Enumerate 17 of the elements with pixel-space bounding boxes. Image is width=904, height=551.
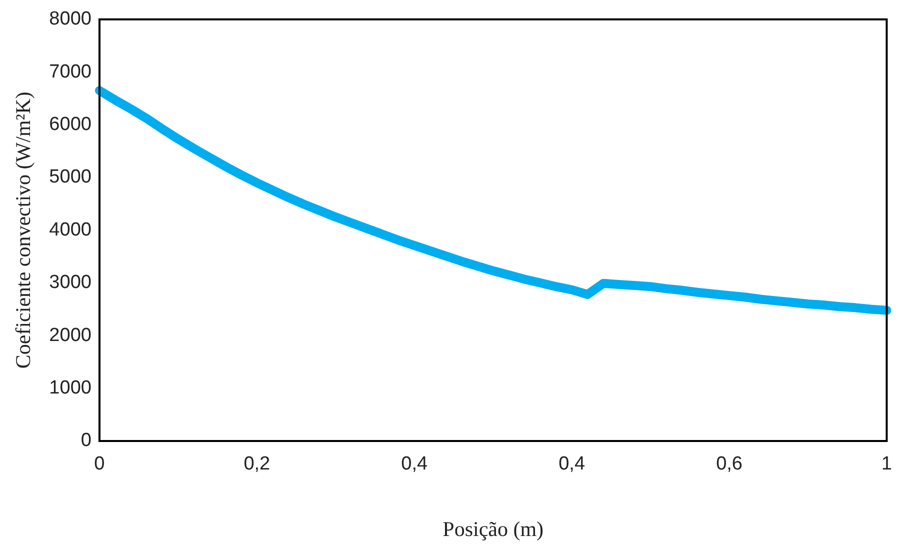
y-tick-label: 6000 — [49, 114, 92, 136]
y-axis-title: Coeficiente convectivo (W/m²K) — [11, 92, 36, 369]
x-tick-label: 0,4 — [558, 454, 586, 475]
x-axis-title: Posição (m) — [442, 516, 544, 541]
y-tick-label: 4000 — [49, 219, 92, 240]
x-tick-label: 1 — [881, 454, 892, 475]
x-tick-label: 0,2 — [244, 454, 270, 475]
y-tick-label: 0 — [80, 430, 92, 452]
x-tick-label: 0,4 — [401, 454, 428, 475]
y-tick-label: 1000 — [49, 378, 92, 399]
y-tick-label: 8000 — [49, 8, 92, 30]
y-tick-label: 2000 — [49, 324, 92, 346]
y-tick-label: 3000 — [49, 272, 92, 294]
y-tick-label: 7000 — [49, 61, 92, 82]
y-tick-label: 5000 — [49, 166, 92, 188]
x-tick-label: 0 — [94, 454, 105, 475]
x-tick-label: 0,6 — [716, 454, 742, 475]
